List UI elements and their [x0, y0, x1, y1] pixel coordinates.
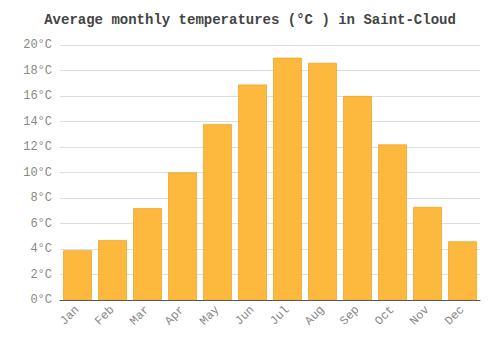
svg-text:Dec: Dec [442, 303, 467, 328]
svg-text:Average monthly temperatures (: Average monthly temperatures (°C ) in Sa… [44, 12, 456, 28]
svg-text:4°C: 4°C [30, 242, 52, 256]
svg-text:18°C: 18°C [23, 64, 52, 78]
svg-text:10°C: 10°C [23, 166, 52, 180]
svg-text:Jul: Jul [267, 303, 292, 328]
svg-text:May: May [197, 303, 222, 328]
svg-text:Nov: Nov [407, 303, 432, 328]
svg-text:2°C: 2°C [30, 268, 52, 282]
svg-text:6°C: 6°C [30, 217, 52, 231]
svg-text:Aug: Aug [302, 303, 327, 328]
svg-text:Apr: Apr [162, 303, 187, 328]
svg-text:16°C: 16°C [23, 89, 52, 103]
svg-text:Jan: Jan [57, 303, 82, 328]
svg-text:0°C: 0°C [30, 293, 52, 307]
svg-text:12°C: 12°C [23, 140, 52, 154]
svg-text:8°C: 8°C [30, 191, 52, 205]
svg-text:Mar: Mar [127, 303, 152, 328]
svg-text:20°C: 20°C [23, 38, 52, 52]
svg-text:Oct: Oct [372, 303, 397, 328]
svg-text:Feb: Feb [92, 303, 117, 328]
svg-text:Sep: Sep [337, 303, 362, 328]
svg-text:Jun: Jun [232, 303, 257, 328]
svg-text:14°C: 14°C [23, 115, 52, 129]
